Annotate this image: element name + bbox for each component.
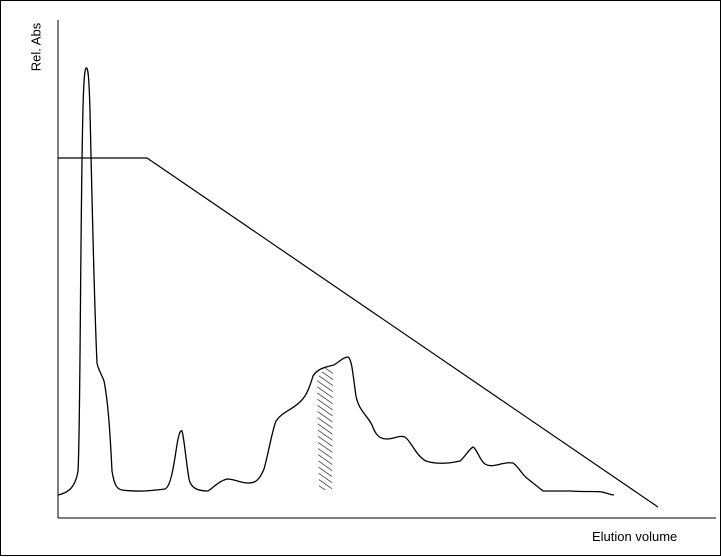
y-axis-label: Rel. Abs (28, 22, 44, 72)
collected-fraction-hatch (317, 368, 333, 490)
x-axis-label: Elution volume (592, 529, 678, 544)
absorbance-trace (57, 67, 615, 496)
gradient-line (58, 157, 659, 508)
